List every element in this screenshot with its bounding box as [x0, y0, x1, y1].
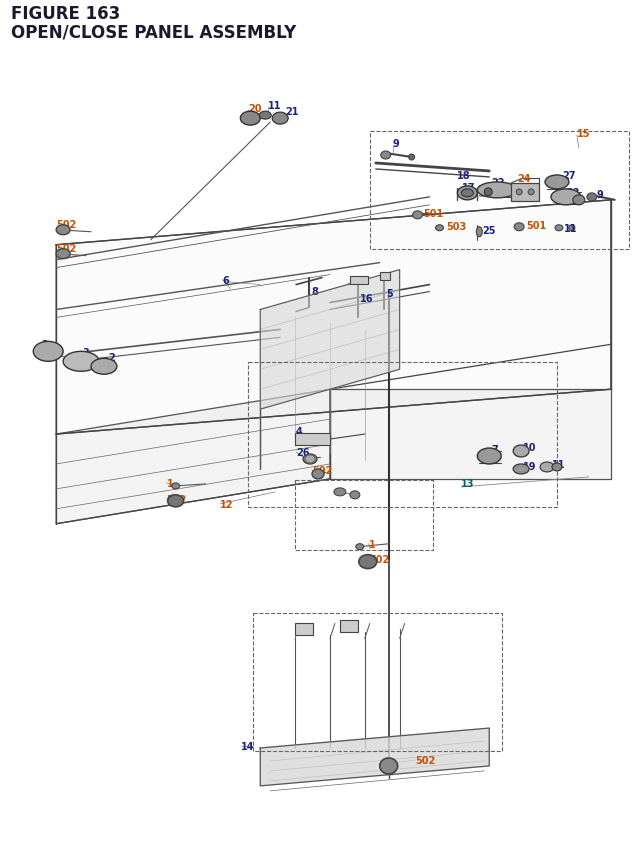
- Text: 7: 7: [492, 444, 498, 455]
- Text: 4: 4: [296, 426, 303, 437]
- Ellipse shape: [56, 250, 70, 259]
- Ellipse shape: [380, 758, 397, 774]
- Polygon shape: [330, 390, 611, 480]
- Text: 17: 17: [462, 183, 476, 193]
- Text: 11: 11: [552, 460, 566, 469]
- Text: 23: 23: [566, 188, 579, 198]
- Ellipse shape: [413, 212, 422, 220]
- Ellipse shape: [168, 495, 184, 507]
- Bar: [248, 362, 557, 507]
- Ellipse shape: [528, 189, 534, 195]
- Ellipse shape: [356, 544, 364, 550]
- Text: 14: 14: [241, 741, 255, 751]
- Polygon shape: [260, 728, 489, 786]
- Text: 3: 3: [82, 348, 89, 358]
- Ellipse shape: [555, 226, 563, 232]
- Text: 26: 26: [296, 448, 310, 457]
- Bar: [295, 480, 433, 550]
- Bar: [253, 614, 502, 751]
- Ellipse shape: [359, 555, 377, 569]
- Text: 12: 12: [220, 499, 234, 509]
- Ellipse shape: [241, 112, 260, 126]
- Text: 20: 20: [248, 104, 262, 114]
- Text: 1: 1: [166, 479, 173, 488]
- Text: 9: 9: [393, 139, 399, 149]
- Text: 502: 502: [369, 554, 389, 564]
- Text: 9: 9: [596, 189, 604, 200]
- Bar: [350, 276, 368, 284]
- Text: 2: 2: [41, 340, 48, 350]
- Ellipse shape: [259, 112, 271, 120]
- Ellipse shape: [350, 492, 360, 499]
- Ellipse shape: [33, 342, 63, 362]
- Ellipse shape: [513, 464, 529, 474]
- Text: OPEN/CLOSE PANEL ASSEMBLY: OPEN/CLOSE PANEL ASSEMBLY: [12, 23, 296, 41]
- Text: 501: 501: [526, 220, 547, 231]
- Ellipse shape: [540, 462, 554, 473]
- Bar: [295, 434, 330, 445]
- Ellipse shape: [56, 226, 70, 235]
- Text: 8: 8: [311, 286, 318, 296]
- Ellipse shape: [476, 227, 483, 238]
- Ellipse shape: [573, 195, 585, 206]
- Text: 22: 22: [492, 177, 505, 188]
- Ellipse shape: [484, 189, 492, 196]
- Ellipse shape: [435, 226, 444, 232]
- Ellipse shape: [63, 352, 99, 372]
- Text: 502: 502: [56, 244, 76, 253]
- Text: 502: 502: [56, 220, 76, 230]
- Text: 16: 16: [360, 294, 373, 303]
- Text: 2: 2: [108, 353, 115, 362]
- Text: 502: 502: [166, 494, 187, 505]
- Ellipse shape: [334, 488, 346, 496]
- Bar: [295, 623, 313, 635]
- Text: 18: 18: [458, 170, 471, 181]
- Text: 21: 21: [285, 107, 299, 117]
- Text: 11: 11: [564, 224, 577, 233]
- Text: 11: 11: [268, 101, 282, 111]
- Ellipse shape: [172, 483, 180, 489]
- Ellipse shape: [408, 155, 415, 161]
- Text: 15: 15: [577, 129, 590, 139]
- Text: 25: 25: [483, 226, 496, 235]
- Bar: [380, 272, 390, 281]
- Bar: [511, 183, 539, 201]
- Bar: [370, 132, 628, 250]
- Ellipse shape: [312, 469, 324, 480]
- Text: 10: 10: [523, 443, 536, 453]
- Ellipse shape: [587, 194, 596, 201]
- Ellipse shape: [305, 455, 315, 463]
- Text: 5: 5: [387, 288, 394, 298]
- Ellipse shape: [516, 189, 522, 195]
- Ellipse shape: [551, 189, 581, 206]
- Ellipse shape: [461, 189, 474, 198]
- Ellipse shape: [381, 152, 390, 160]
- Ellipse shape: [458, 187, 477, 201]
- Ellipse shape: [514, 224, 524, 232]
- Ellipse shape: [477, 449, 501, 464]
- Ellipse shape: [303, 455, 317, 464]
- Text: 24: 24: [517, 174, 531, 183]
- Ellipse shape: [552, 463, 562, 471]
- Ellipse shape: [477, 183, 517, 199]
- Text: 27: 27: [562, 170, 575, 181]
- Polygon shape: [56, 390, 330, 524]
- Text: FIGURE 163: FIGURE 163: [12, 5, 120, 23]
- Text: 502: 502: [415, 755, 436, 765]
- Polygon shape: [260, 270, 399, 410]
- Text: 501: 501: [424, 208, 444, 219]
- Bar: [340, 621, 358, 633]
- Text: 1: 1: [369, 539, 376, 549]
- Text: 13: 13: [461, 479, 475, 488]
- Ellipse shape: [569, 226, 575, 232]
- Polygon shape: [56, 201, 611, 435]
- Text: 502: 502: [312, 466, 332, 475]
- Ellipse shape: [272, 113, 288, 125]
- Text: 6: 6: [223, 276, 229, 285]
- Text: 19: 19: [523, 461, 536, 472]
- Ellipse shape: [545, 176, 569, 189]
- Ellipse shape: [91, 359, 117, 375]
- Text: 503: 503: [447, 221, 467, 232]
- Ellipse shape: [513, 445, 529, 457]
